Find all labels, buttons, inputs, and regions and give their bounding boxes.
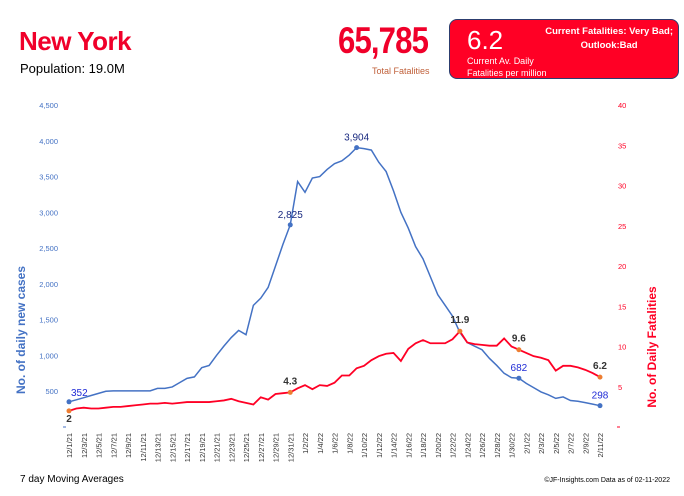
x-tick-label: 12/11/21 [139, 433, 148, 462]
cases-data-label: 352 [71, 388, 88, 399]
x-tick-label: 12/13/21 [154, 433, 163, 462]
y-axis-title: No. of daily new cases [14, 266, 28, 394]
copyright: ©JF-Insights.com Data as of 02-11-2022 [544, 477, 670, 484]
y2-tick-label: 15 [618, 302, 626, 311]
x-tick-label: 12/23/21 [227, 433, 236, 462]
y-tick-label: 2,000 [39, 280, 58, 289]
deaths-marker [287, 389, 293, 395]
x-tick-label: 2/5/22 [552, 433, 561, 454]
x-tick-label: 12/31/21 [286, 433, 295, 462]
y2-tick-label: 10 [618, 343, 626, 352]
x-tick-label: 1/26/22 [478, 433, 487, 458]
x-tick-label: 2/1/22 [522, 433, 531, 454]
y-tick-label: 4,500 [39, 101, 58, 110]
x-tick-label: 12/29/21 [272, 433, 281, 462]
deaths-marker [66, 408, 72, 414]
deaths-data-label: 6.2 [593, 361, 607, 372]
x-tick-label: 1/12/22 [375, 433, 384, 458]
y-tick-label: 3,000 [39, 208, 58, 217]
x-tick-label: 1/10/22 [360, 433, 369, 458]
population: Population: 19.0M [20, 61, 125, 76]
x-tick-label: 1/2/22 [301, 433, 310, 454]
x-tick-label: 12/7/21 [109, 433, 118, 458]
status-box: 6.2 Current Av. Daily Fatalities per mill… [449, 19, 679, 79]
x-tick-label: 12/5/21 [95, 433, 104, 458]
y-tick-label: 2,500 [39, 244, 58, 253]
y-tick-label: 3,500 [39, 173, 58, 182]
status-line-2: Outlook:Bad [580, 40, 638, 51]
x-tick-label: 1/14/22 [390, 433, 399, 458]
deaths-marker [597, 374, 603, 380]
x-tick-label: 12/9/21 [124, 433, 133, 458]
deaths-data-label: 4.3 [283, 376, 297, 387]
x-tick-label: 12/17/21 [183, 433, 192, 462]
x-tick-label: 1/8/22 [345, 433, 354, 454]
x-tick-label: 2/3/22 [537, 433, 546, 454]
x-tick-label: 1/24/22 [463, 433, 472, 458]
current-rate: 6.2 [467, 25, 504, 55]
y-tick-label: 1,000 [39, 351, 58, 360]
y-tick-label: 500 [45, 387, 58, 396]
x-tick-label: 1/6/22 [331, 433, 340, 454]
cases-marker [287, 222, 293, 228]
x-tick-label: 12/25/21 [242, 433, 251, 462]
x-tick-label: 12/27/21 [257, 433, 266, 462]
cases-marker [66, 399, 72, 405]
footer-note: 7 day Moving Averages [20, 474, 124, 485]
x-tick-label: 1/4/22 [316, 433, 325, 454]
status-text: Current Fatalities: Very Bad; Outlook:Bad [545, 25, 673, 53]
status-line-1: Current Fatalities: Very Bad; [545, 26, 673, 37]
y2-axis-title: No. of Daily Fatalities [645, 286, 659, 408]
y2-tick-label: 35 [618, 141, 626, 150]
cases-data-label: 298 [592, 391, 609, 402]
y2-tick-label: 25 [618, 222, 626, 231]
x-tick-label: 12/1/21 [65, 433, 74, 458]
deaths-line [68, 329, 601, 412]
x-tick-label: 2/9/22 [581, 433, 590, 454]
y2-tick-label: 30 [618, 182, 626, 191]
total-fatalities: 65,785 [338, 20, 429, 61]
y-tick-label: 4,000 [39, 137, 58, 146]
deaths-data-label: 9.6 [512, 334, 526, 345]
x-tick-label: 12/15/21 [168, 433, 177, 462]
cases-line [68, 146, 601, 407]
current-rate-label: Current Av. Daily Fatalities per million [467, 55, 547, 79]
x-tick-label: 12/19/21 [198, 433, 207, 462]
state-title: New York [19, 26, 132, 56]
y2-tick-label: 40 [618, 101, 626, 110]
x-tick-label: 2/11/22 [596, 433, 605, 457]
y-tick-label: 1,500 [39, 316, 58, 325]
deaths-data-label: 11.9 [450, 315, 469, 326]
rate-label-line-2: Fatalities per million [467, 68, 547, 78]
cases-data-label: 2,825 [278, 210, 303, 221]
deaths-data-label: 2 [66, 414, 72, 425]
cases-marker [354, 145, 360, 151]
y2-tick-label: 5 [618, 383, 622, 392]
deaths-marker [457, 328, 463, 334]
rate-label-line-1: Current Av. Daily [467, 56, 534, 66]
x-tick-label: 2/7/22 [567, 433, 576, 454]
x-tick-label: 1/18/22 [419, 433, 428, 458]
x-tick-label: 1/22/22 [449, 433, 458, 458]
x-tick-label: 1/28/22 [493, 433, 502, 458]
cases-data-label: 3,904 [344, 133, 369, 144]
x-tick-label: 1/20/22 [434, 433, 443, 458]
x-tick-label: 12/3/21 [80, 433, 89, 458]
x-tick-label: 1/30/22 [508, 433, 517, 458]
cases-marker [516, 375, 522, 381]
total-fatalities-label: Total Fatalities [372, 66, 430, 76]
y2-tick-label: 20 [618, 262, 626, 271]
deaths-marker [516, 347, 522, 353]
x-tick-label: 12/21/21 [213, 433, 222, 462]
x-tick-label: 1/16/22 [404, 433, 413, 458]
cases-marker [597, 403, 603, 409]
cases-data-label: 682 [511, 363, 528, 374]
